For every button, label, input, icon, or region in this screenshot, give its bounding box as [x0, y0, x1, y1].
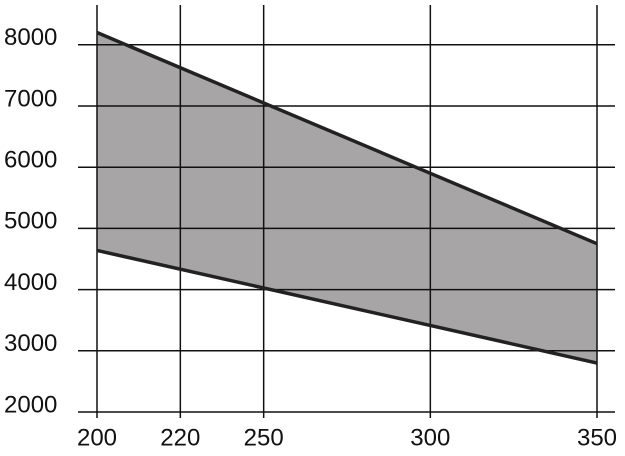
band-fill	[97, 32, 597, 364]
series-line	[96, 248, 598, 365]
x-tick-label: 350	[577, 424, 617, 451]
y-tick-label: 7000	[4, 85, 57, 112]
y-tick-label: 2000	[4, 391, 57, 418]
x-tick-label: 200	[77, 424, 117, 451]
y-tick-label: 5000	[4, 208, 57, 235]
x-tick-label: 250	[244, 424, 284, 451]
y-tick-label: 3000	[4, 330, 57, 357]
x-tick-label: 300	[410, 424, 450, 451]
y-tick-label: 4000	[4, 269, 57, 296]
x-tick-label: 220	[160, 424, 200, 451]
series-line	[96, 30, 598, 246]
y-tick-label: 6000	[4, 147, 57, 174]
y-tick-label: 8000	[4, 24, 57, 51]
